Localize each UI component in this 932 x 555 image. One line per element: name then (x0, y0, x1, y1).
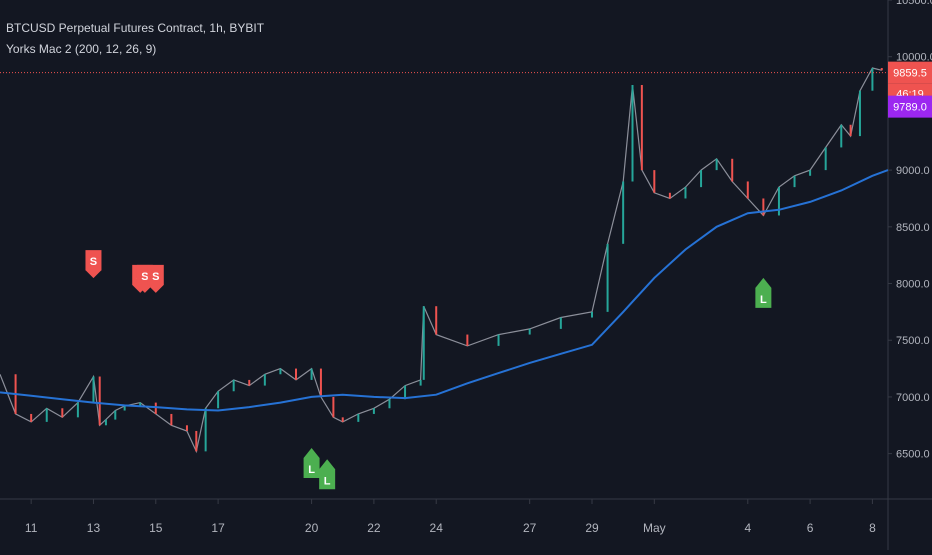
price-line (0, 67, 882, 454)
last-price-tag-label: 9859.5 (893, 68, 927, 80)
sell-signal-label: S (90, 256, 97, 268)
ma-price-tag-label: 9789.0 (893, 102, 927, 114)
moving-average-line (0, 169, 889, 412)
ma-price-tag (888, 95, 932, 118)
y-tick-label: 8500.0 (896, 222, 930, 234)
x-tick-label: 27 (523, 521, 537, 535)
y-tick-label: 7000.0 (896, 392, 930, 404)
x-tick-label: 15 (149, 521, 163, 535)
y-tick-label: 6500.0 (896, 449, 930, 461)
x-tick-label: 6 (807, 521, 814, 535)
buy-signal-marker (755, 277, 772, 308)
buy-signal-label: L (760, 294, 767, 306)
sell-signal-label: S (141, 271, 148, 283)
x-tick-label: 17 (211, 521, 225, 535)
symbol-title: BTCUSD Perpetual Futures Contract, 1h, B… (6, 21, 265, 35)
buy-signal-label: L (308, 464, 315, 476)
x-tick-label: May (643, 521, 666, 535)
y-tick-label: 8000.0 (896, 279, 930, 291)
sell-signal-marker (85, 250, 102, 279)
y-tick-label: 10000.0 (896, 52, 932, 64)
y-tick-label: 10500.0 (896, 0, 932, 7)
x-tick-label: 11 (25, 521, 38, 535)
y-tick-label: 9000.0 (896, 165, 930, 177)
sell-signal-label: S (152, 271, 159, 283)
x-tick-label: 24 (430, 521, 444, 535)
x-tick-label: 13 (87, 521, 101, 535)
buy-signal-marker (319, 459, 336, 490)
plot-area[interactable] (0, 0, 888, 499)
y-tick-label: 7500.0 (896, 335, 930, 347)
x-tick-label: 20 (305, 521, 319, 535)
buy-signal-label: L (324, 475, 331, 487)
x-tick-label: 4 (744, 521, 751, 535)
indicator-legend: Yorks Mac 2 (200, 12, 26, 9) (6, 42, 157, 56)
x-tick-label: 29 (585, 521, 599, 535)
last-price-tag (888, 61, 932, 84)
x-tick-label: 22 (367, 521, 381, 535)
sell-signal-marker (147, 264, 164, 293)
buy-signal-marker (303, 447, 320, 478)
x-tick-label: 8 (869, 521, 876, 535)
